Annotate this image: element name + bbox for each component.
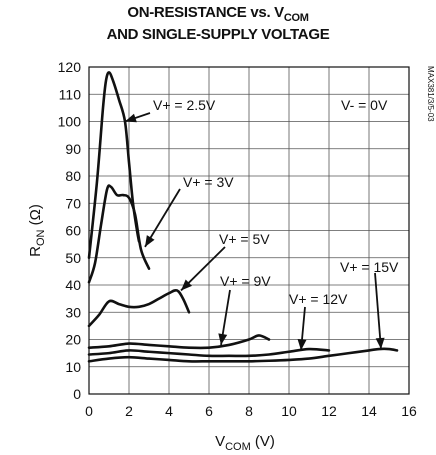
y-tick-label: 100 <box>58 114 82 130</box>
annotation-arrow-head <box>181 279 192 291</box>
x-tick-label: 0 <box>85 403 93 419</box>
x-tick-label: 16 <box>401 403 417 419</box>
series-annotation-label: V+ = 2.5V <box>153 97 216 113</box>
series-line <box>87 347 399 363</box>
y-tick-label: 20 <box>65 332 81 348</box>
y-tick-label: 0 <box>73 386 81 402</box>
y-tick-label: 50 <box>65 250 81 266</box>
annotation-arrow-shaft <box>374 272 382 350</box>
x-tick-label: 10 <box>281 403 297 419</box>
x-tick-label: 6 <box>205 403 213 419</box>
y-tick-label: 30 <box>65 304 81 320</box>
y-tick-label: 110 <box>59 86 82 102</box>
annotation-arrow-head <box>125 113 137 123</box>
curves <box>87 71 399 363</box>
series-annotation-label: V+ = 5V <box>219 231 270 247</box>
series-line <box>87 288 191 328</box>
supply-note: V- = 0V <box>341 97 388 113</box>
annotation-arrow-head <box>297 339 307 351</box>
x-tick-label: 12 <box>321 403 337 419</box>
y-tick-label: 70 <box>65 195 81 211</box>
chart-title-line2: AND SINGLE-SUPPLY VOLTAGE <box>106 26 330 43</box>
plot-frame <box>88 66 410 395</box>
chart-title-line1: ON-RESISTANCE vs. VCOM <box>127 4 309 24</box>
y-axis-label: RON (Ω) <box>27 204 47 257</box>
y-tick-label: 90 <box>65 141 81 157</box>
x-tick-label: 8 <box>245 403 253 419</box>
series-annotation-label: V+ = 3V <box>183 174 234 190</box>
x-tick-label: 14 <box>361 403 377 419</box>
x-tick-label: 2 <box>125 403 133 419</box>
series-line <box>87 347 331 358</box>
annotation-arrow-head <box>145 235 155 247</box>
series-line <box>87 334 271 350</box>
y-tick-label: 40 <box>65 277 81 293</box>
annotation-arrow-head <box>375 337 385 350</box>
y-tick-label: 80 <box>65 168 81 184</box>
annotation-arrows: V+ = 2.5V V+ = 3V V+ = 5V V+ = 9V V+ = 12V V+… <box>124 97 399 351</box>
series-line <box>87 71 141 260</box>
y-tick-label: 60 <box>65 223 81 239</box>
series-annotation-label: V+ = 9V <box>220 273 271 289</box>
y-tick-label: 120 <box>58 59 82 75</box>
series-line <box>87 184 151 284</box>
annotation-arrow-shaft <box>144 188 181 248</box>
x-tick-label: 4 <box>165 403 173 419</box>
series-annotation-label: V+ = 15V <box>340 259 399 275</box>
x-axis-label: VCOM (V) <box>215 433 275 453</box>
y-tick-label: 10 <box>65 359 81 375</box>
series-annotation-label: V+ = 12V <box>289 291 348 307</box>
tick-labels: 0 2 4 6 8 10 12 14 16 0 10 20 30 40 50 60 70 80 90 100 110 12… <box>58 59 417 419</box>
annotation-arrow-head <box>218 333 228 345</box>
figure-tag: MAX381/3/5-03 <box>426 66 435 122</box>
